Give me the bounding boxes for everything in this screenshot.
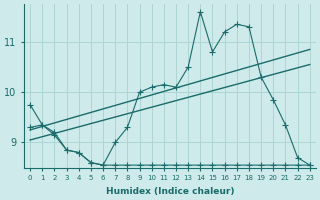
X-axis label: Humidex (Indice chaleur): Humidex (Indice chaleur) xyxy=(106,187,234,196)
